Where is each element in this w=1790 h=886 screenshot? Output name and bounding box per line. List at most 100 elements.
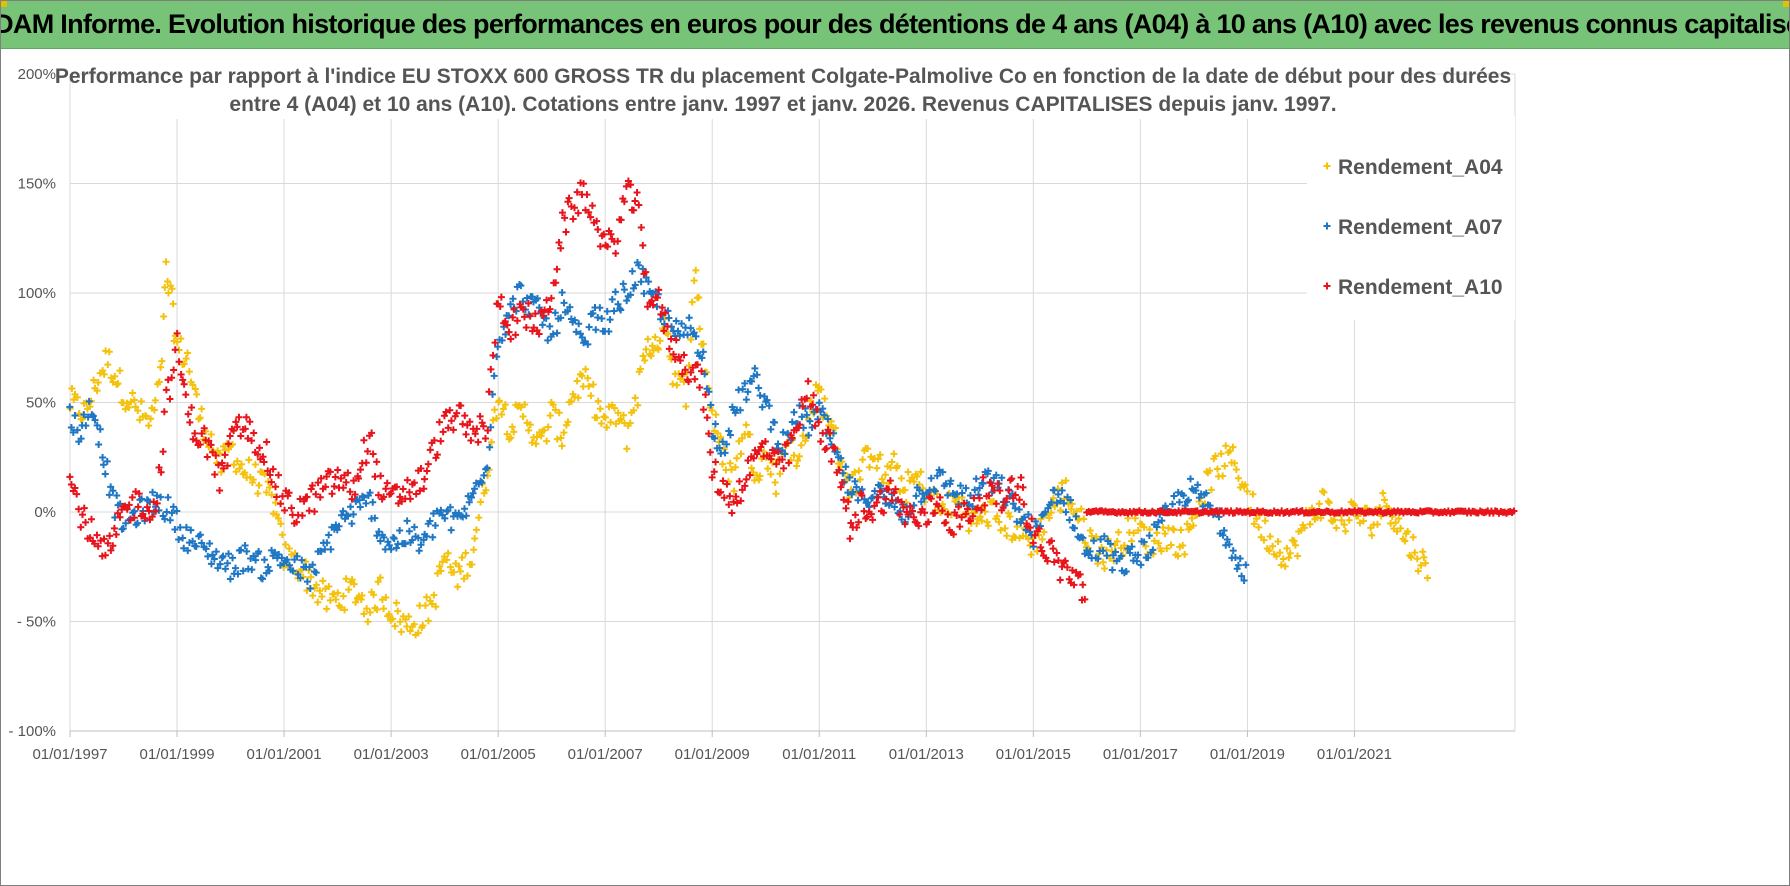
data-point	[635, 261, 643, 269]
data-point	[887, 464, 895, 472]
banner-corner-right	[1783, 1, 1789, 7]
data-point	[1243, 487, 1251, 495]
data-point	[788, 434, 796, 442]
data-point	[1194, 481, 1202, 489]
data-point	[853, 523, 861, 531]
data-point	[703, 414, 711, 422]
data-point	[356, 503, 364, 511]
data-point	[1265, 547, 1273, 555]
data-point	[501, 401, 509, 409]
data-point	[738, 434, 746, 442]
data-point	[742, 396, 750, 404]
x-tick-label: 01/01/2009	[675, 746, 750, 763]
data-point	[564, 307, 572, 315]
data-point	[1221, 462, 1229, 470]
data-point	[920, 494, 928, 502]
data-point	[369, 498, 377, 506]
data-point	[551, 406, 559, 414]
data-point	[139, 510, 147, 518]
data-point	[1315, 500, 1323, 508]
data-point	[1332, 524, 1340, 532]
data-point	[486, 443, 494, 451]
data-point	[585, 382, 593, 390]
data-point	[1049, 545, 1057, 553]
data-point	[699, 340, 707, 348]
data-point	[985, 492, 993, 500]
data-point	[997, 526, 1005, 534]
data-point	[859, 456, 867, 464]
data-point	[99, 453, 107, 461]
data-point	[685, 378, 693, 386]
data-point	[533, 433, 541, 441]
data-point	[370, 591, 378, 599]
data-point	[1092, 533, 1100, 541]
data-point	[475, 514, 483, 522]
data-point	[770, 449, 778, 457]
data-point	[283, 556, 291, 564]
data-point	[312, 569, 320, 577]
data-point	[672, 336, 680, 344]
data-point	[560, 429, 568, 437]
data-point	[888, 458, 896, 466]
data-point	[976, 513, 984, 521]
data-point	[678, 320, 686, 328]
data-point	[474, 438, 482, 446]
data-point	[296, 495, 304, 503]
data-point	[631, 281, 639, 289]
data-point	[1206, 467, 1214, 475]
data-point	[1122, 568, 1130, 575]
data-point	[71, 411, 79, 419]
data-point	[1153, 529, 1161, 537]
data-point	[252, 556, 260, 564]
data-point	[811, 422, 819, 430]
data-point	[975, 494, 983, 502]
data-point	[145, 422, 153, 430]
data-point	[767, 425, 775, 433]
data-point	[815, 399, 823, 407]
data-point	[637, 278, 645, 286]
data-point	[644, 335, 652, 343]
data-point	[447, 526, 455, 534]
data-point	[200, 424, 208, 432]
data-point	[901, 520, 909, 528]
data-point	[169, 300, 177, 308]
data-point	[444, 424, 452, 432]
data-point	[1338, 516, 1346, 524]
data-point	[966, 517, 974, 525]
data-point	[362, 459, 370, 467]
data-point	[462, 549, 470, 557]
data-point	[1066, 516, 1074, 524]
data-point	[1401, 537, 1409, 545]
data-point	[1225, 540, 1233, 548]
data-point	[405, 527, 413, 535]
data-point	[844, 498, 852, 506]
data-point	[96, 425, 104, 433]
data-point	[665, 314, 673, 322]
data-point	[1234, 561, 1242, 569]
data-point	[921, 509, 929, 517]
data-point	[1392, 519, 1400, 527]
data-point	[612, 420, 620, 428]
data-point	[1341, 527, 1349, 535]
data-point	[778, 446, 786, 454]
data-point	[705, 430, 713, 438]
data-point	[596, 242, 604, 250]
data-point	[317, 474, 325, 482]
data-point	[585, 323, 593, 331]
data-point	[157, 493, 165, 501]
data-point	[611, 404, 619, 412]
data-point	[130, 514, 138, 522]
data-point	[1099, 547, 1107, 555]
data-point	[99, 367, 107, 375]
data-point	[489, 351, 497, 359]
data-point	[1261, 517, 1269, 525]
data-point	[803, 394, 811, 402]
data-point	[558, 209, 566, 217]
data-point	[1373, 520, 1381, 528]
data-point	[733, 499, 741, 507]
data-point	[899, 503, 907, 511]
data-point	[665, 345, 673, 353]
data-point	[1157, 547, 1165, 555]
data-point	[1291, 541, 1299, 549]
data-point	[364, 618, 372, 626]
